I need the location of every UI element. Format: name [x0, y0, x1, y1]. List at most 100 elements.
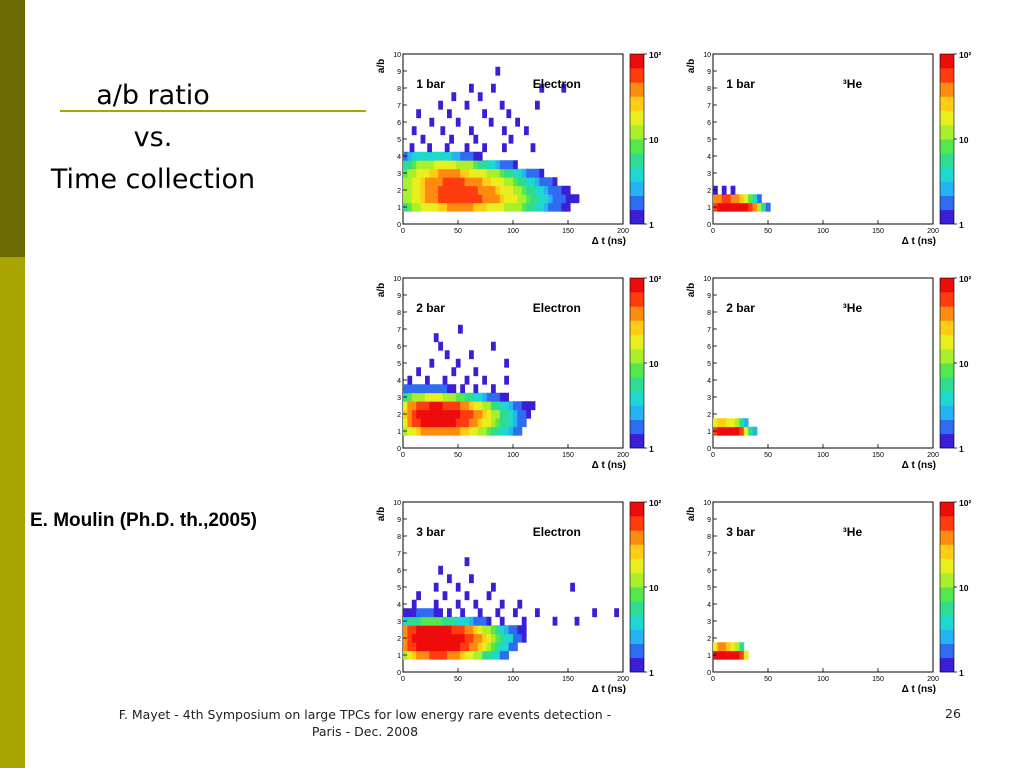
heatmap-cell [451, 92, 457, 102]
heatmap-cell [409, 143, 415, 153]
heatmap-cell [491, 341, 496, 351]
colorbar-segment [940, 572, 954, 588]
heatmap-cell [442, 650, 448, 660]
heatmap-cell [438, 177, 443, 187]
heatmap-cell [473, 194, 479, 204]
y-tick-label: 10 [393, 500, 401, 507]
heatmap-cell [438, 633, 443, 643]
x-tick-label: 150 [872, 452, 884, 459]
colorbar-segment [940, 82, 954, 97]
heatmap-cell [721, 426, 727, 436]
heatmap-cell [574, 616, 580, 626]
y-tick-label: 10 [393, 52, 401, 59]
heatmap-cell [552, 202, 558, 212]
heatmap-cell [447, 168, 452, 178]
colorbar-segment [940, 419, 954, 435]
heatmap-cell [486, 401, 492, 411]
heatmap-cell [517, 633, 523, 643]
heatmap-cell [451, 392, 457, 402]
heatmap-cell [407, 375, 413, 385]
heatmap-cell [548, 202, 553, 212]
heatmap-cell [442, 185, 448, 195]
heatmap-cell [438, 160, 443, 170]
heatmap-cell [717, 194, 723, 204]
heatmap-cell [438, 426, 443, 436]
heatmap-cell [447, 151, 452, 161]
heatmap-cell [460, 616, 465, 626]
heatmap-cell [508, 418, 514, 428]
y-tick-label: 6 [707, 344, 711, 351]
heatmap-cell [473, 616, 479, 626]
heatmap-cell [482, 642, 487, 652]
pressure-label: 2 bar [726, 301, 755, 315]
heatmap-cell [491, 426, 496, 436]
x-axis-label: Δ t (ns) [592, 236, 626, 247]
heatmap-cell [473, 418, 479, 428]
heatmap-cell [429, 384, 435, 394]
heatmap-cell [411, 418, 417, 428]
heatmap-cell [748, 426, 753, 436]
x-tick-label: 50 [454, 676, 462, 683]
heatmap-cell [482, 401, 487, 411]
heatmap-cell [433, 384, 439, 394]
heatmap-cell [477, 650, 483, 660]
y-tick-label: 4 [397, 154, 401, 161]
heatmap-cell [464, 650, 470, 660]
y-tick-label: 0 [707, 670, 711, 677]
heatmap-cell [530, 202, 536, 212]
y-tick-label: 8 [707, 86, 711, 93]
heatmap-cell [420, 650, 426, 660]
heatmap-cell [416, 160, 421, 170]
colorbar-segment [630, 68, 644, 83]
heatmap-cell [420, 160, 426, 170]
heatmap-cell [407, 151, 413, 161]
heatmap-cell [451, 616, 457, 626]
heatmap-cell [473, 392, 479, 402]
x-tick-label: 50 [454, 452, 462, 459]
heatmap-cell [455, 625, 461, 635]
y-tick-label: 8 [397, 534, 401, 541]
colorbar-tick-label: 10² [649, 498, 661, 508]
heatmap-cell [491, 177, 496, 187]
heatmap-cell [508, 177, 514, 187]
heatmap-cell [482, 194, 487, 204]
heatmap-cell [460, 168, 465, 178]
heatmap-cell [535, 177, 540, 187]
heatmap-cell [502, 126, 507, 136]
colorbar-segment [630, 572, 644, 588]
heatmap-cell [565, 202, 571, 212]
heatmap-cell [735, 194, 740, 204]
heatmap-cell [477, 633, 483, 643]
heatmap-cell [411, 392, 417, 402]
heatmap-cell [499, 160, 505, 170]
heatmap-cell [499, 633, 505, 643]
particle-label: Electron [533, 77, 581, 91]
heatmap-cell [442, 616, 448, 626]
colorbar-tick-label: 1 [649, 668, 654, 678]
heatmap-cell [561, 194, 567, 204]
colorbar-segment [630, 153, 644, 168]
heatmap-cell [477, 177, 483, 187]
heatmap-cell [464, 143, 470, 153]
heatmap-cell [442, 633, 448, 643]
heatmap-cell [482, 143, 487, 153]
heatmap-cell [455, 426, 461, 436]
colorbar-tick-label: 10² [649, 274, 661, 284]
y-tick-label: 2 [397, 636, 401, 643]
heatmap-cell [730, 642, 736, 652]
colorbar-segment [940, 502, 954, 517]
colorbar-tick-label: 1 [959, 220, 964, 230]
heatmap-cell [420, 134, 426, 144]
colorbar-segment [630, 363, 644, 378]
heatmap-cell [442, 625, 448, 635]
y-axis-label: a/b [686, 507, 697, 521]
heatmap-cell [464, 409, 470, 419]
heatmap-cell [535, 608, 540, 618]
heatmap-cell [464, 616, 470, 626]
heatmap-cell [429, 642, 435, 652]
heatmap-cell [739, 426, 745, 436]
heatmap-cell [508, 134, 514, 144]
heatmap-cell [464, 177, 470, 187]
heatmap-cell [477, 401, 483, 411]
heatmap-cell [508, 625, 514, 635]
